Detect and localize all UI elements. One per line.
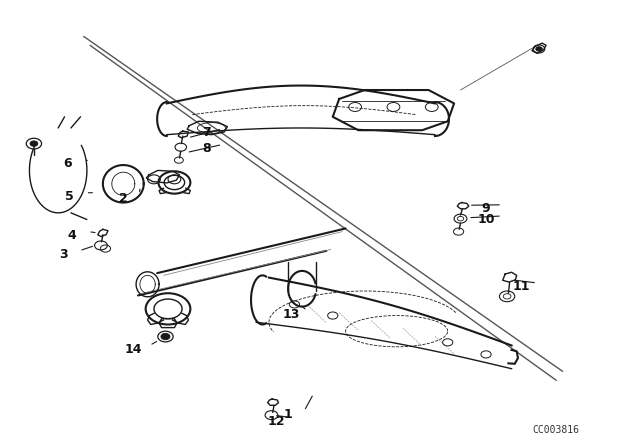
Text: 12: 12	[268, 415, 285, 428]
Text: 2: 2	[119, 192, 128, 205]
Text: 11: 11	[513, 280, 530, 293]
Text: 5: 5	[65, 190, 74, 203]
Text: 9: 9	[482, 202, 490, 215]
Text: CC003816: CC003816	[532, 425, 580, 435]
Circle shape	[536, 47, 542, 51]
Text: 4: 4	[68, 228, 77, 241]
Text: 6: 6	[63, 157, 72, 170]
Text: 3: 3	[59, 248, 68, 261]
Text: 14: 14	[125, 343, 142, 356]
Text: 7: 7	[202, 126, 211, 139]
Text: 10: 10	[477, 213, 495, 226]
Text: 8: 8	[202, 142, 211, 155]
Text: 1: 1	[284, 408, 292, 421]
Text: 13: 13	[283, 308, 300, 321]
Circle shape	[30, 141, 38, 146]
Circle shape	[161, 333, 170, 340]
